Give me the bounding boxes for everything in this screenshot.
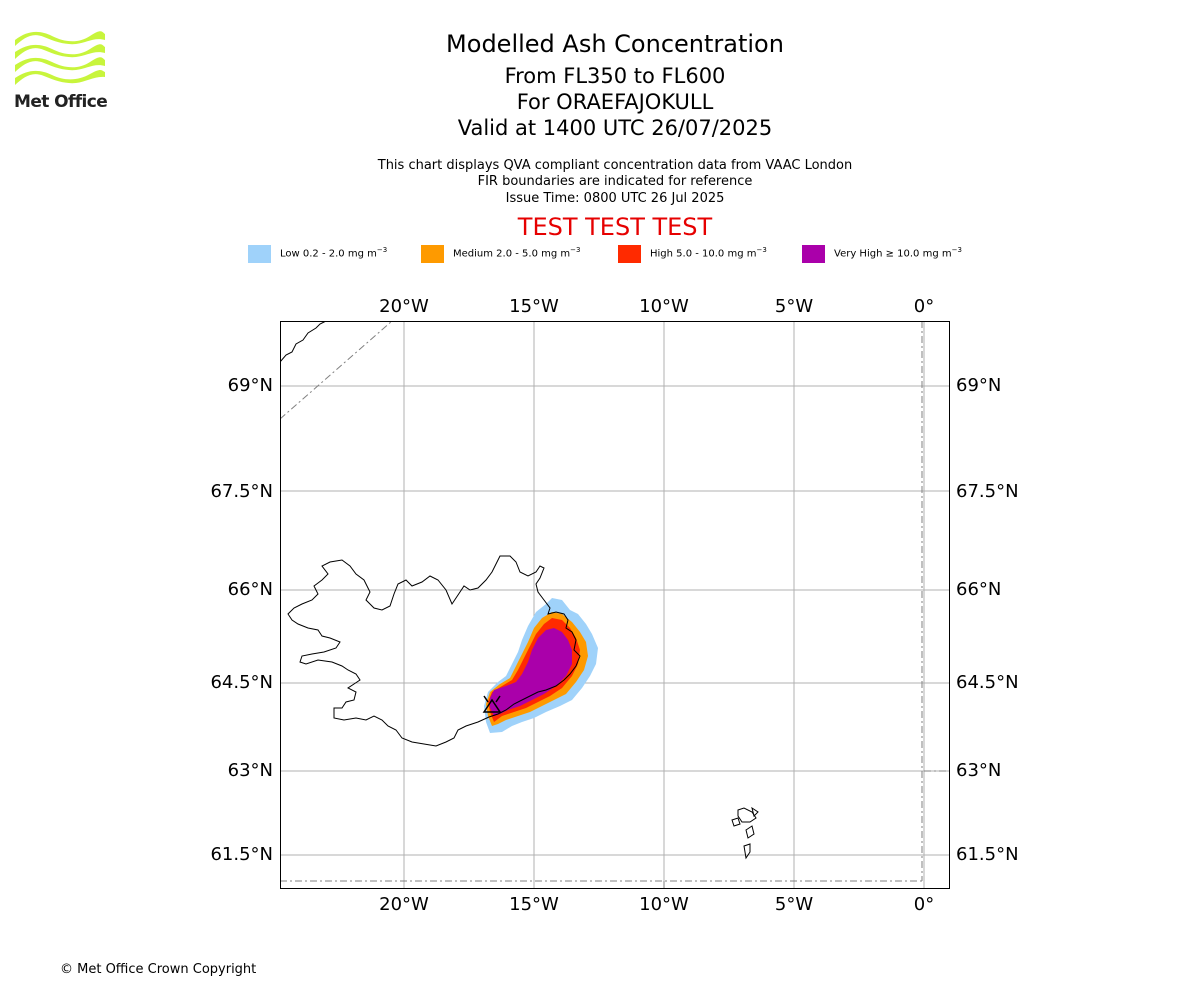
- fir-boundaries: [280, 321, 950, 889]
- fir-boundary-nw: [280, 321, 393, 420]
- lat-label-right-61-5n: 61.5°N: [956, 844, 1019, 865]
- greenland-coastline: [280, 321, 327, 363]
- volcano-name: For ORAEFAJOKULL: [516, 90, 714, 114]
- copyright-notice: © Met Office Crown Copyright: [60, 962, 257, 977]
- lat-label-left-69n: 69°N: [228, 375, 273, 396]
- graticule: [280, 321, 950, 889]
- lat-label-left-67-5n: 67.5°N: [210, 481, 273, 502]
- subtitle-issue-time: Issue Time: 0800 UTC 26 Jul 2025: [505, 191, 725, 206]
- lat-label-right-67-5n: 67.5°N: [956, 481, 1019, 502]
- lat-label-right-69n: 69°N: [956, 375, 1001, 396]
- faroe-islands-coastline: [731, 806, 759, 860]
- ash-very-high-layer: [490, 628, 572, 716]
- legend-label-medium: Medium 2.0 - 5.0 mg m−3: [453, 246, 581, 260]
- lat-label-left-61-5n: 61.5°N: [210, 844, 273, 865]
- volcano-triangle-icon: [482, 695, 502, 713]
- lon-label-top-0: 0°: [914, 296, 934, 317]
- met-office-logo: Met Office: [14, 28, 114, 114]
- map-frame: [280, 321, 950, 889]
- lon-label-bottom-5w: 5°W: [775, 894, 813, 915]
- legend-swatch-low: [248, 245, 271, 263]
- lon-label-bottom-0: 0°: [914, 894, 934, 915]
- lon-label-top-5w: 5°W: [775, 296, 813, 317]
- met-office-waves-icon: [15, 31, 105, 85]
- iceland-coastline: [287, 555, 581, 747]
- lon-label-top-15w: 15°W: [509, 296, 559, 317]
- lon-label-bottom-20w: 20°W: [379, 894, 429, 915]
- lat-label-left-63n: 63°N: [228, 760, 273, 781]
- lat-label-right-63n: 63°N: [956, 760, 1001, 781]
- lat-label-right-66n: 66°N: [956, 579, 1001, 600]
- lat-label-left-64-5n: 64.5°N: [210, 672, 273, 693]
- flight-level-range: From FL350 to FL600: [504, 64, 726, 88]
- subtitle-source: This chart displays QVA compliant concen…: [377, 158, 853, 173]
- legend-swatch-high: [618, 245, 641, 263]
- ash-cloud: [484, 598, 598, 733]
- legend-label-very-high: Very High ≥ 10.0 mg m−3: [834, 246, 962, 260]
- met-office-logo-text: Met Office: [14, 92, 108, 112]
- legend-label-high: High 5.0 - 10.0 mg m−3: [650, 246, 767, 260]
- lon-label-top-10w: 10°W: [639, 296, 689, 317]
- lat-label-left-66n: 66°N: [228, 579, 273, 600]
- legend-swatch-very-high: [802, 245, 825, 263]
- lat-label-right-64-5n: 64.5°N: [956, 672, 1019, 693]
- valid-time: Valid at 1400 UTC 26/07/2025: [457, 116, 773, 140]
- lon-label-bottom-10w: 10°W: [639, 894, 689, 915]
- test-banner: TEST TEST TEST: [517, 213, 713, 241]
- legend-swatch-medium: [421, 245, 444, 263]
- lon-label-top-20w: 20°W: [379, 296, 429, 317]
- lon-label-bottom-15w: 15°W: [509, 894, 559, 915]
- chart-title: Modelled Ash Concentration: [446, 30, 784, 58]
- subtitle-fir-note: FIR boundaries are indicated for referen…: [477, 174, 753, 189]
- legend-label-low: Low 0.2 - 2.0 mg m−3: [280, 246, 388, 260]
